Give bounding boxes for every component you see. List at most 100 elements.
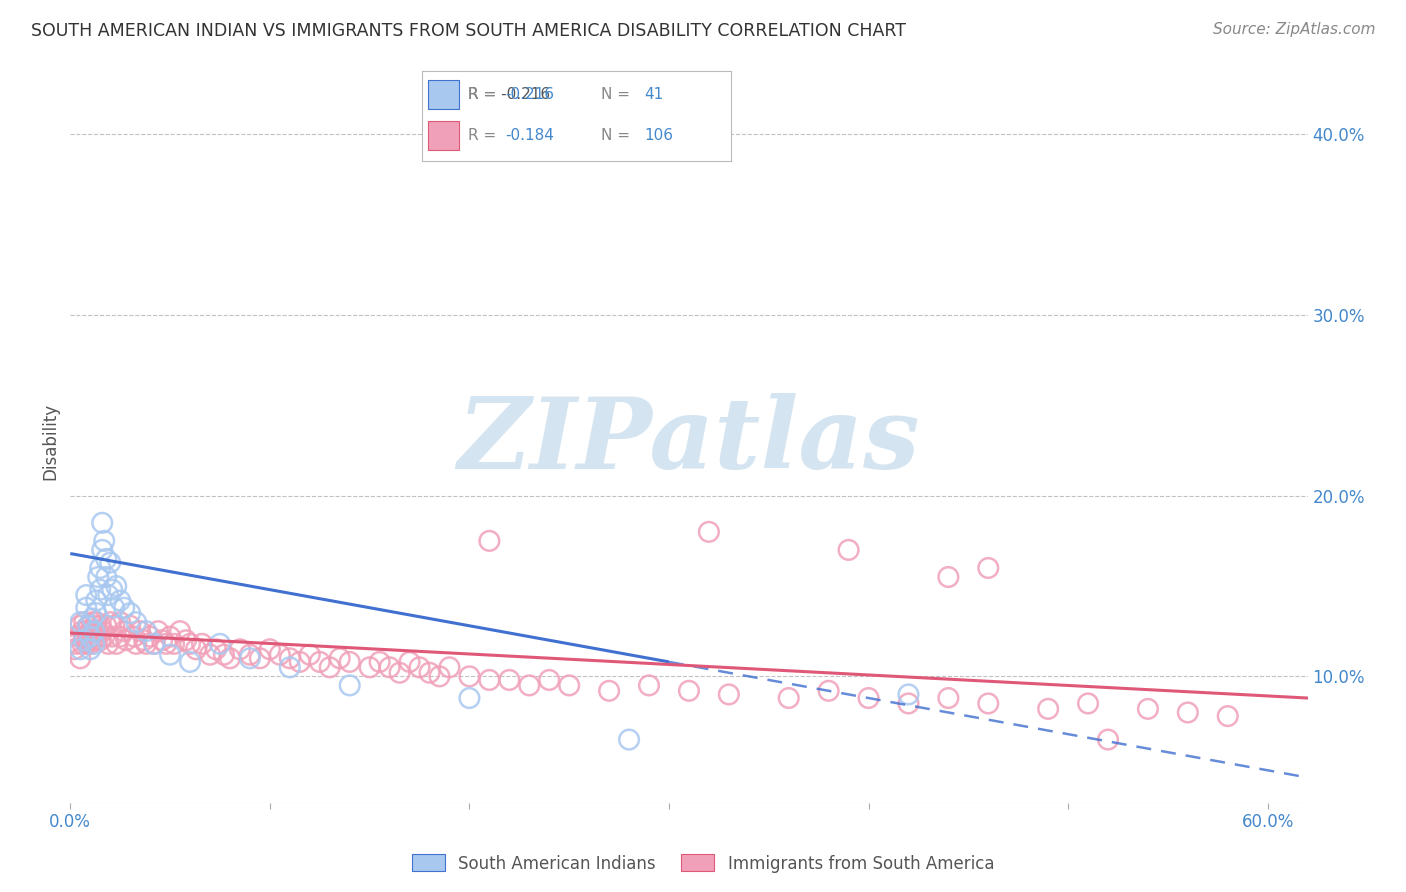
Point <box>1177 706 1199 720</box>
Text: -0.216: -0.216 <box>505 87 554 102</box>
Point <box>103 619 125 633</box>
Point <box>1216 709 1239 723</box>
Point <box>398 655 420 669</box>
Text: N =: N = <box>602 128 636 143</box>
Point <box>198 648 221 662</box>
Point <box>69 619 91 633</box>
Point <box>125 637 148 651</box>
Point <box>108 630 131 644</box>
Point <box>1097 732 1119 747</box>
Point <box>538 673 561 687</box>
Point <box>63 642 86 657</box>
Point <box>97 588 120 602</box>
Point <box>134 633 156 648</box>
Point <box>298 648 321 662</box>
Point <box>101 630 124 644</box>
Point <box>105 579 128 593</box>
Point <box>73 630 96 644</box>
Point <box>89 561 111 575</box>
Point <box>150 633 173 648</box>
Point <box>1136 702 1159 716</box>
Point <box>69 615 91 630</box>
Point <box>96 619 118 633</box>
Point <box>83 624 105 639</box>
Point <box>239 651 262 665</box>
Point <box>229 642 252 657</box>
Point <box>125 615 148 630</box>
Point <box>83 637 105 651</box>
Text: ZIPatlas: ZIPatlas <box>458 393 920 490</box>
Point <box>75 624 97 639</box>
Point <box>73 633 96 648</box>
Point <box>329 651 352 665</box>
Point <box>139 630 162 644</box>
Point <box>79 624 101 639</box>
Point <box>112 600 135 615</box>
Point <box>778 691 800 706</box>
Point <box>108 593 131 607</box>
Point <box>163 637 186 651</box>
Point <box>517 678 540 692</box>
Point <box>858 691 880 706</box>
Point <box>205 642 228 657</box>
Point <box>478 673 501 687</box>
Text: N =: N = <box>602 87 636 102</box>
Point <box>368 655 391 669</box>
Point <box>77 619 100 633</box>
Point <box>93 533 115 548</box>
Point <box>378 660 401 674</box>
Point <box>115 633 138 648</box>
Point <box>697 524 720 539</box>
Point <box>98 615 121 630</box>
Point <box>429 669 451 683</box>
Point <box>97 637 120 651</box>
Bar <box>427 121 458 150</box>
Point <box>897 697 920 711</box>
Point <box>359 660 381 674</box>
Point <box>120 619 142 633</box>
Point <box>439 660 461 674</box>
Point <box>478 533 501 548</box>
Point <box>1036 702 1059 716</box>
Point <box>135 624 157 639</box>
Point <box>83 619 105 633</box>
Bar <box>427 80 458 109</box>
Point <box>69 642 91 657</box>
Point <box>212 648 235 662</box>
Point <box>91 542 114 557</box>
Text: -0.184: -0.184 <box>505 128 554 143</box>
Point <box>143 637 166 651</box>
Point <box>219 651 242 665</box>
Point <box>67 630 90 644</box>
Point <box>72 624 94 639</box>
Point <box>77 633 100 648</box>
Point <box>72 637 94 651</box>
Text: SOUTH AMERICAN INDIAN VS IMMIGRANTS FROM SOUTH AMERICA DISABILITY CORRELATION CH: SOUTH AMERICAN INDIAN VS IMMIGRANTS FROM… <box>31 22 905 40</box>
Point <box>89 582 111 597</box>
Point <box>103 600 125 615</box>
Point <box>319 660 342 674</box>
Text: R =: R = <box>468 87 502 102</box>
Point <box>98 556 121 570</box>
Point <box>418 665 440 680</box>
Point <box>174 633 197 648</box>
Point <box>84 630 107 644</box>
Point <box>69 651 91 665</box>
Point <box>82 630 104 644</box>
Point <box>82 615 104 630</box>
Text: 106: 106 <box>644 128 673 143</box>
Point <box>938 570 960 584</box>
Point <box>339 655 361 669</box>
Point <box>288 655 311 669</box>
Point <box>977 697 1000 711</box>
Point <box>120 606 142 620</box>
Y-axis label: Disability: Disability <box>41 403 59 480</box>
Point <box>84 615 107 630</box>
Point <box>498 673 520 687</box>
Point <box>96 552 118 566</box>
Point <box>96 570 118 584</box>
Point <box>339 678 361 692</box>
Point <box>408 660 430 674</box>
Point <box>458 691 481 706</box>
Text: R =: R = <box>468 128 502 143</box>
